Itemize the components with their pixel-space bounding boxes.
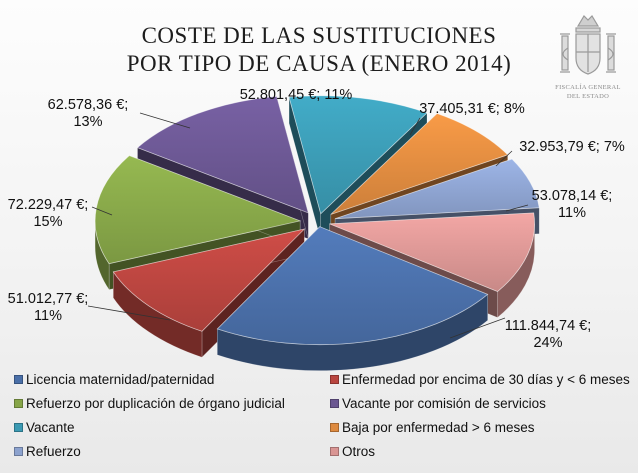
pie-chart: 111.844,74 €;24%51.012,77 €;11%72.229,47… — [8, 87, 625, 371]
legend-swatch — [14, 423, 23, 432]
leader-line-2 — [91, 206, 113, 216]
legend-item: Baja por enfermedad > 6 meses — [330, 420, 535, 435]
legend-swatch — [14, 375, 23, 384]
data-label-5-line1: 37.405,31 €; 8% — [419, 101, 525, 117]
legend-item: Enfermedad por encima de 30 días y < 6 m… — [330, 372, 630, 387]
leader-line-5 — [409, 117, 421, 136]
chart-title-line2: POR TIPO DE CAUSA (ENERO 2014) — [126, 51, 512, 76]
legend-item: Vacante — [14, 420, 75, 435]
leader-line-0 — [449, 317, 506, 339]
logo-text-line1: FISCALÍA GENERAL — [555, 84, 621, 91]
data-label-2-line2: 15% — [33, 214, 62, 230]
logo-text-line2: DEL ESTADO — [566, 93, 610, 100]
legend-swatch — [330, 375, 339, 384]
legend-swatch — [14, 447, 23, 456]
leader-line-7 — [505, 204, 529, 212]
legend-item: Vacante por comisión de servicios — [330, 396, 546, 411]
legend-label: Refuerzo por duplicación de órgano judic… — [26, 396, 285, 411]
legend-swatch — [330, 399, 339, 408]
legend-label: Vacante por comisión de servicios — [342, 396, 546, 411]
legend-label: Vacante — [26, 420, 75, 435]
data-label-4-line1: 52.801,45 €; 11% — [240, 87, 353, 103]
coat-of-arms-icon — [560, 15, 616, 75]
legend-item: Otros — [330, 444, 375, 459]
data-label-3-line1: 62.578,36 €; — [48, 97, 129, 113]
data-label-0-line1: 111.844,74 €; — [505, 318, 592, 334]
leader-line-3 — [139, 112, 191, 129]
leader-line-6 — [495, 150, 513, 167]
legend-label: Licencia maternidad/paternidad — [26, 372, 215, 387]
legend-item: Refuerzo por duplicación de órgano judic… — [14, 396, 285, 411]
chart-title-line1: COSTE DE LAS SUSTITUCIONES — [141, 23, 497, 48]
legend-swatch — [330, 423, 339, 432]
legend-label: Baja por enfermedad > 6 meses — [342, 420, 535, 435]
legend-label: Otros — [342, 444, 376, 459]
data-label-7-line1: 53.078,14 €; — [532, 188, 613, 204]
data-label-2-line1: 72.229,47 €; — [8, 197, 89, 213]
pie-slice-0 — [216, 225, 489, 371]
data-label-3-line2: 13% — [73, 114, 102, 130]
legend-item: Licencia maternidad/paternidad — [14, 372, 214, 387]
leader-line-1 — [87, 305, 171, 321]
data-label-6-line1: 32.953,79 €; 7% — [519, 139, 625, 155]
data-label-1-line2: 11% — [34, 308, 62, 324]
data-label-1-line1: 51.012,77 €; — [8, 291, 89, 307]
legend-label: Enfermedad por encima de 30 días y < 6 m… — [342, 372, 630, 387]
legend-swatch — [14, 399, 23, 408]
legend-swatch — [330, 447, 339, 456]
legend-label: Refuerzo — [26, 444, 81, 459]
data-label-7-line2: 11% — [558, 205, 586, 221]
legend-item: Refuerzo — [14, 444, 81, 459]
data-label-0-line2: 24% — [533, 335, 562, 351]
